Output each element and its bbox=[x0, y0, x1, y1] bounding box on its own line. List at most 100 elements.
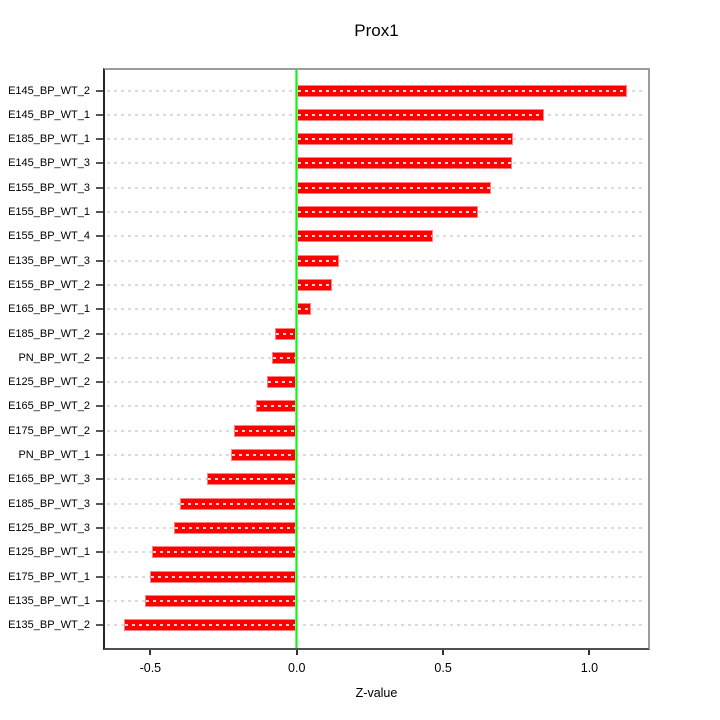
grid-line bbox=[107, 332, 646, 335]
x-tick bbox=[295, 648, 298, 655]
bar-grid-overlay bbox=[151, 575, 296, 578]
grid-line bbox=[107, 308, 646, 311]
y-tick bbox=[96, 113, 105, 116]
bar bbox=[267, 376, 297, 389]
x-tick-label: 1.0 bbox=[580, 661, 599, 675]
bar-grid-overlay bbox=[231, 454, 296, 456]
zero-line bbox=[295, 70, 299, 648]
y-category-label: E145_BP_WT_1 bbox=[8, 108, 90, 121]
bar bbox=[274, 327, 297, 340]
y-category-label: E135_BP_WT_1 bbox=[8, 594, 90, 607]
bar-grid-overlay bbox=[268, 381, 296, 384]
x-tick-label: -0.5 bbox=[139, 661, 162, 675]
bar-grid-overlay bbox=[272, 356, 296, 359]
y-tick bbox=[96, 283, 105, 286]
y-tick bbox=[96, 381, 105, 384]
y-category-label: E155_BP_WT_2 bbox=[8, 278, 90, 291]
grid-line bbox=[107, 283, 646, 286]
y-category-label: E155_BP_WT_4 bbox=[8, 230, 90, 243]
bar-grid-overlay bbox=[297, 259, 339, 262]
bar bbox=[296, 181, 492, 194]
y-tick bbox=[96, 526, 105, 529]
y-tick bbox=[96, 429, 105, 432]
chart-title: Prox1 bbox=[354, 21, 399, 40]
bar bbox=[179, 497, 297, 510]
y-category-label: PN_BP_WT_1 bbox=[18, 449, 90, 461]
y-category-label: E165_BP_WT_2 bbox=[8, 400, 90, 413]
bar bbox=[296, 254, 340, 267]
bar bbox=[255, 400, 297, 413]
y-tick bbox=[96, 162, 105, 165]
grid-line bbox=[107, 405, 646, 408]
y-category-label: PN_BP_WT_2 bbox=[18, 351, 90, 364]
bar-grid-overlay bbox=[234, 429, 296, 432]
bar bbox=[296, 206, 479, 218]
x-tick bbox=[149, 648, 152, 655]
y-category-label: E145_BP_WT_2 bbox=[8, 84, 90, 97]
y-category-label: E185_BP_WT_1 bbox=[8, 133, 90, 146]
y-tick bbox=[96, 186, 105, 189]
bar bbox=[271, 351, 297, 364]
y-category-label: E125_BP_WT_1 bbox=[8, 546, 90, 559]
bar bbox=[207, 473, 297, 486]
x-tick bbox=[442, 648, 445, 655]
y-tick bbox=[96, 575, 105, 578]
y-category-label: E175_BP_WT_2 bbox=[8, 424, 90, 437]
bar-grid-overlay bbox=[297, 162, 511, 165]
y-category-label: E135_BP_WT_2 bbox=[8, 619, 90, 632]
bar-grid-overlay bbox=[297, 211, 478, 213]
y-tick bbox=[96, 502, 105, 505]
y-tick bbox=[96, 454, 105, 456]
bar bbox=[230, 449, 297, 461]
bar bbox=[296, 230, 433, 243]
grid-line bbox=[107, 478, 646, 481]
y-tick bbox=[96, 138, 105, 141]
bar bbox=[173, 521, 297, 534]
y-tick bbox=[96, 211, 105, 213]
y-tick bbox=[96, 356, 105, 359]
grid-line bbox=[107, 502, 646, 505]
y-tick bbox=[96, 624, 105, 627]
grid-line bbox=[107, 381, 646, 384]
bar-grid-overlay bbox=[152, 551, 296, 554]
grid-line bbox=[107, 551, 646, 554]
y-tick bbox=[96, 235, 105, 238]
bar-grid-overlay bbox=[297, 283, 331, 286]
bar bbox=[144, 594, 297, 607]
y-tick bbox=[96, 478, 105, 481]
bar-grid-overlay bbox=[297, 138, 513, 141]
bar-grid-overlay bbox=[174, 526, 296, 529]
bar-grid-overlay bbox=[180, 502, 296, 505]
grid-line bbox=[107, 429, 646, 432]
y-category-label: E175_BP_WT_1 bbox=[8, 570, 90, 583]
bar bbox=[150, 570, 297, 583]
bar-grid-overlay bbox=[256, 405, 296, 408]
bar bbox=[296, 108, 545, 121]
y-tick bbox=[96, 89, 105, 92]
bar-grid-overlay bbox=[208, 478, 296, 481]
grid-line bbox=[107, 526, 646, 529]
grid-line bbox=[107, 259, 646, 262]
bar-grid-overlay bbox=[145, 599, 296, 602]
y-category-label: E125_BP_WT_2 bbox=[8, 376, 90, 389]
y-category-label: E185_BP_WT_3 bbox=[8, 497, 90, 510]
bar-grid-overlay bbox=[297, 235, 432, 238]
x-tick-label: 0.0 bbox=[288, 661, 306, 675]
y-category-label: E145_BP_WT_3 bbox=[8, 157, 90, 170]
bar-grid-overlay bbox=[297, 113, 544, 116]
y-category-label: E165_BP_WT_3 bbox=[8, 473, 90, 486]
y-tick bbox=[96, 259, 105, 262]
y-category-label: E155_BP_WT_1 bbox=[8, 206, 90, 218]
x-axis-label: Z-value bbox=[355, 686, 398, 700]
bar-grid-overlay bbox=[125, 624, 296, 627]
plot-box bbox=[103, 68, 650, 650]
bar-grid-overlay bbox=[275, 332, 296, 335]
y-category-label: E135_BP_WT_3 bbox=[8, 254, 90, 267]
y-category-label: E185_BP_WT_2 bbox=[8, 327, 90, 340]
grid-line bbox=[107, 599, 646, 602]
grid-line bbox=[107, 575, 646, 578]
grid-line bbox=[107, 356, 646, 359]
bar bbox=[124, 619, 297, 632]
y-category-label: E165_BP_WT_1 bbox=[8, 303, 90, 316]
grid-line bbox=[107, 454, 646, 456]
